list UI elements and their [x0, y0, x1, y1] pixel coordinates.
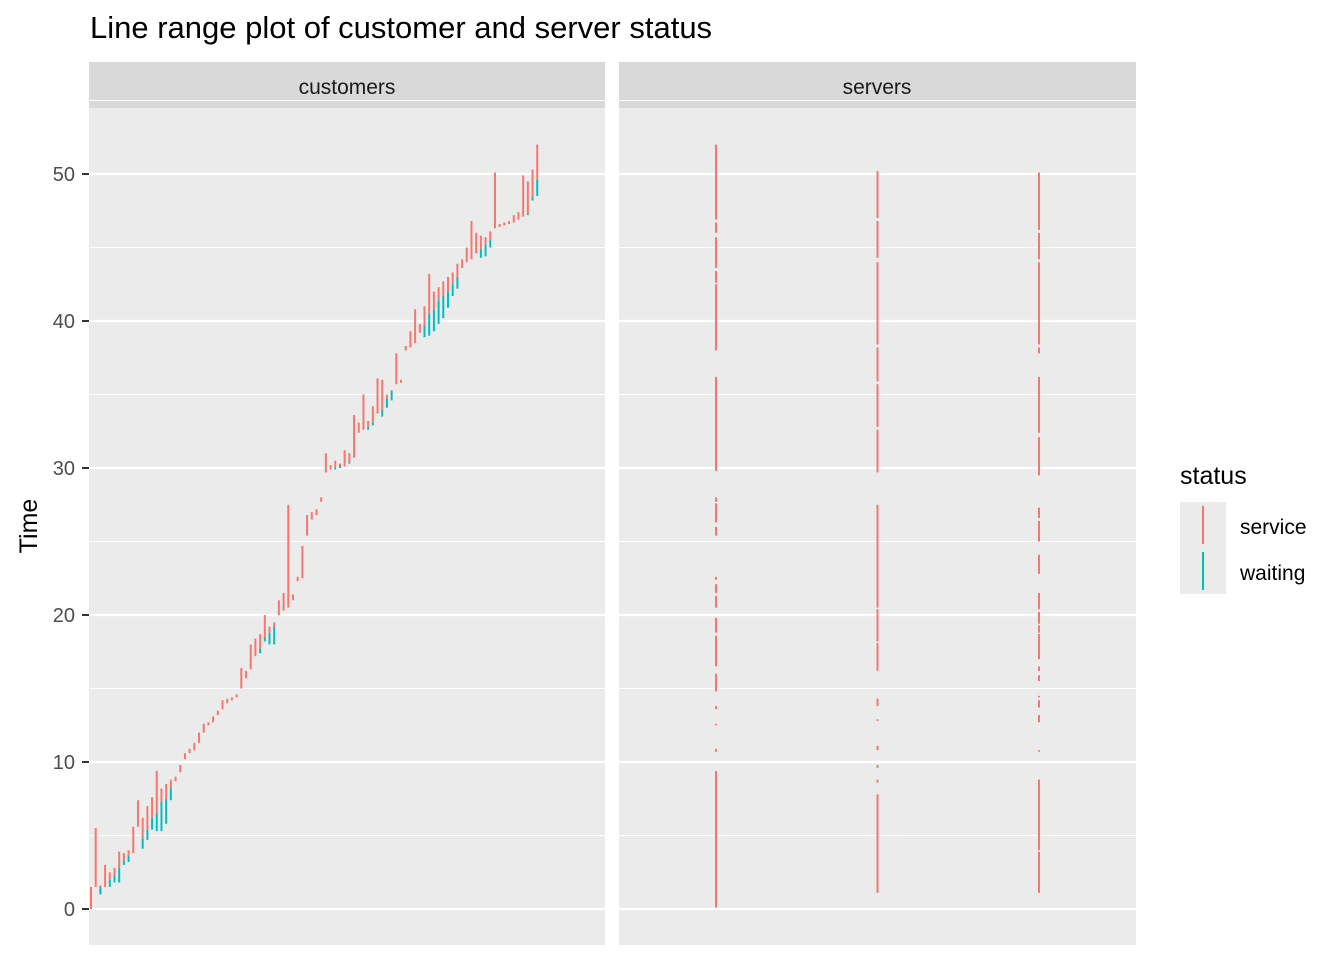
chart-title: Line range plot of customer and server s…: [90, 10, 713, 45]
y-tick-label: 50: [53, 164, 75, 186]
strip-label-customers: customers: [299, 76, 396, 99]
legend-label-service: service: [1240, 516, 1307, 539]
legend-label-waiting: waiting: [1239, 562, 1305, 585]
legend-title: status: [1180, 462, 1247, 490]
y-tick-label: 10: [53, 752, 75, 774]
y-axis-title: Time: [15, 499, 43, 554]
strip-label-servers: servers: [843, 76, 912, 99]
y-tick-label: 40: [53, 311, 75, 333]
y-tick-label: 20: [53, 605, 75, 627]
y-tick-label: 0: [64, 899, 75, 921]
y-tick-label: 30: [53, 458, 75, 480]
